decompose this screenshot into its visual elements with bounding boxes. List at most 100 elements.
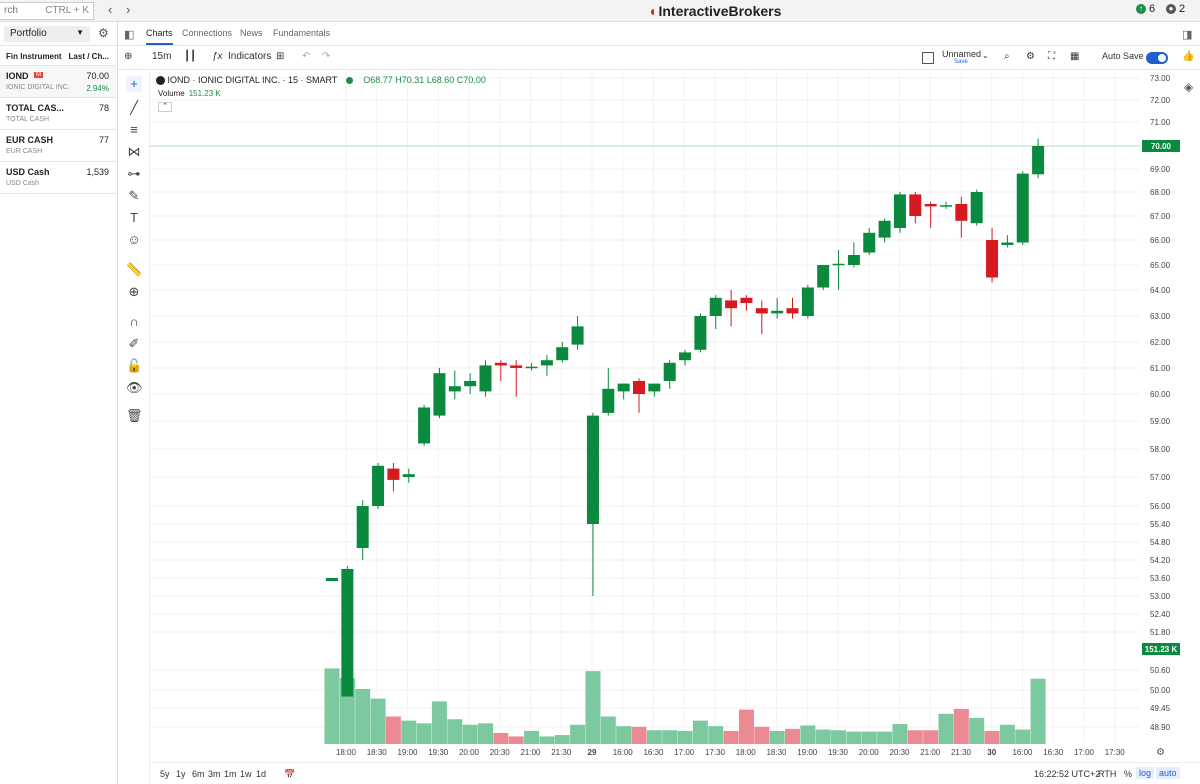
portfolio-row[interactable]: USD Cash USD Cash 1,539	[0, 162, 117, 194]
portfolio-panel: Portfolio ▼ ⚙ Fin Instrument Last / Ch...…	[0, 22, 118, 784]
x-tick-label: 20:30	[490, 748, 511, 757]
layout-save[interactable]: Save	[954, 59, 968, 65]
chevron-down-icon[interactable]: ⌄	[982, 51, 989, 60]
row-symbol: TOTAL CAS...	[6, 103, 65, 113]
candle-body	[633, 381, 645, 394]
portfolio-row[interactable]: TOTAL CAS... TOTAL CASH 78	[0, 98, 117, 130]
candle-body	[679, 352, 692, 361]
notification-grey[interactable]: ● 2	[1166, 3, 1185, 15]
panel-toggle-icon[interactable]: ◨	[1182, 29, 1193, 41]
y-tick-label: 71.00	[1150, 118, 1171, 127]
pencil-lock-icon[interactable]: ✐	[128, 336, 140, 351]
x-tick-label: 17:00	[674, 748, 695, 757]
search-input[interactable]: rch CTRL + K	[0, 2, 94, 20]
candle-type-icon[interactable]: ┃┃	[184, 51, 197, 62]
percent-button[interactable]: %	[1124, 769, 1133, 779]
volume-legend: Volume 151.23 K	[158, 89, 221, 98]
x-tick-label: 30	[987, 748, 996, 757]
eye-icon[interactable]: 👁	[126, 380, 143, 395]
indicators-button[interactable]: Indicators	[228, 51, 272, 62]
thumbs-icon[interactable]: 👍	[1182, 51, 1195, 62]
notification-green[interactable]: ↑ 6	[1136, 3, 1155, 15]
symbol-logo-icon	[156, 76, 165, 86]
redo-icon[interactable]: ↷	[322, 51, 331, 62]
layers-icon[interactable]: ◈	[1184, 80, 1194, 94]
collapse-legend-button[interactable]: ⌃	[158, 102, 172, 112]
portfolio-row[interactable]: IOND M IONIC DIGITAL INC. 70.00 2.94%	[0, 66, 117, 98]
search-shortcut: CTRL + K	[45, 5, 89, 16]
range-1d[interactable]: 1d	[256, 769, 267, 779]
projection-icon[interactable]: ⊶	[127, 166, 141, 181]
goto-date-icon[interactable]: 📅	[284, 769, 296, 779]
trash-icon[interactable]: 🗑	[126, 408, 143, 423]
range-1w[interactable]: 1w	[240, 769, 252, 779]
x-tick-label: 16:00	[613, 748, 634, 757]
magnet-icon[interactable]: ∩	[129, 314, 139, 329]
candle-body	[586, 415, 599, 524]
range-1m[interactable]: 1m	[224, 769, 237, 779]
undo-icon[interactable]: ↶	[302, 51, 311, 62]
log-button[interactable]: log	[1136, 767, 1155, 779]
interval-select[interactable]: 15m	[152, 51, 172, 62]
zoom-in-icon[interactable]: ⊕	[128, 284, 140, 299]
volume-bar	[524, 730, 540, 744]
brand-name: InteractiveBrokers	[658, 3, 782, 19]
emoji-icon[interactable]: ☺	[127, 232, 141, 247]
col-last[interactable]: Last / Ch...	[68, 52, 109, 61]
settings-icon[interactable]: ⚙	[1026, 51, 1035, 62]
x-tick-label: 17:00	[1074, 748, 1095, 757]
portfolio-select[interactable]: Portfolio ▼	[4, 26, 90, 42]
portfolio-row[interactable]: EUR CASH EUR CASH 77	[0, 130, 117, 162]
pattern-icon[interactable]: ⋈	[127, 144, 141, 159]
candle-body	[617, 383, 630, 392]
snapshot-icon[interactable]: ▦	[1070, 51, 1080, 62]
clock-time[interactable]: 16:22:52 UTC+2	[1034, 769, 1101, 779]
candle-body	[540, 360, 553, 366]
sidebar-toggle-icon[interactable]: ◧	[124, 29, 135, 41]
range-3m[interactable]: 3m	[208, 769, 221, 779]
candle-body	[924, 204, 937, 207]
y-tick-label: 54.20	[1150, 556, 1171, 565]
fib-icon[interactable]: ≡	[130, 122, 138, 137]
volume-bar	[447, 719, 463, 744]
col-instrument[interactable]: Fin Instrument	[6, 52, 62, 61]
bell-icon: ●	[1166, 4, 1176, 15]
gear-icon[interactable]: ⚙	[98, 26, 109, 40]
text-icon[interactable]: T	[130, 210, 138, 225]
price-chart[interactable]: 73.00 72.00 71.00 69.00 68.00 67.00 66.00 65.00…	[150, 70, 1200, 784]
volume-bar	[539, 736, 555, 744]
tab-charts[interactable]: Charts	[146, 28, 173, 45]
trend-line-icon[interactable]: ╱	[130, 100, 138, 115]
candle-body	[955, 204, 968, 221]
y-tick-label: 59.00	[1150, 417, 1171, 426]
auto-button[interactable]: auto	[1156, 767, 1180, 779]
crosshair-icon[interactable]: +	[126, 76, 142, 92]
volume-bar	[892, 724, 908, 744]
volume-bar	[953, 708, 969, 744]
autosave-toggle[interactable]	[1146, 52, 1168, 64]
session-button[interactable]: RTH	[1098, 769, 1117, 779]
add-symbol-icon[interactable]: ⊕	[124, 51, 133, 62]
volume-bar	[692, 720, 708, 744]
brush-icon[interactable]: ✎	[128, 188, 140, 203]
back-button[interactable]: ‹	[108, 2, 113, 17]
templates-icon[interactable]: ⊞	[276, 51, 285, 62]
quick-search-icon[interactable]: ⌕	[1004, 51, 1010, 62]
legend-title[interactable]: IOND · IONIC DIGITAL INC. · 15 · SMART	[167, 75, 338, 85]
layout-name[interactable]: Unnamed	[942, 49, 982, 59]
fullscreen-icon[interactable]: ⛶	[1048, 51, 1055, 62]
forward-button[interactable]: ›	[126, 2, 131, 17]
range-1y[interactable]: 1y	[176, 769, 186, 779]
ruler-icon[interactable]: 📏	[126, 262, 143, 277]
volume-bar	[815, 729, 831, 744]
range-6m[interactable]: 6m	[192, 769, 205, 779]
tab-connections[interactable]: Connections	[182, 28, 233, 38]
candle-body	[970, 192, 983, 224]
range-5y[interactable]: 5y	[160, 769, 170, 779]
candle-body	[448, 386, 461, 392]
lock-icon[interactable]: 🔓	[126, 358, 143, 373]
layout-icon[interactable]	[922, 52, 934, 64]
tab-fundamentals[interactable]: Fundamentals	[273, 28, 331, 38]
tab-news[interactable]: News	[240, 28, 263, 38]
axis-settings-icon: ⚙	[1156, 747, 1165, 758]
